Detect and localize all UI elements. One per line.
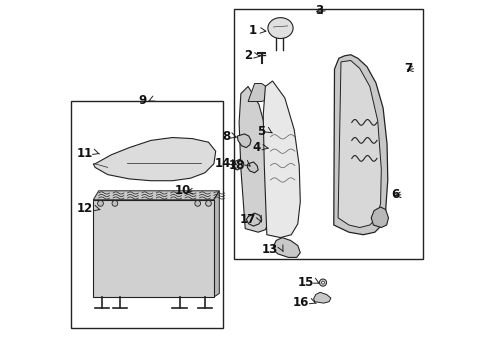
- Text: 17: 17: [239, 213, 256, 226]
- Text: 10: 10: [174, 184, 190, 197]
- Bar: [71, 101, 223, 328]
- Bar: [233, 9, 422, 259]
- Text: 5: 5: [257, 125, 265, 138]
- Text: 1: 1: [248, 24, 257, 37]
- Polygon shape: [313, 292, 330, 303]
- Polygon shape: [273, 238, 300, 257]
- Text: 11: 11: [76, 147, 92, 159]
- Polygon shape: [93, 191, 219, 200]
- Text: 6: 6: [390, 188, 399, 201]
- Polygon shape: [93, 138, 215, 181]
- Polygon shape: [247, 84, 270, 102]
- Circle shape: [194, 201, 200, 206]
- Text: 9: 9: [138, 94, 146, 107]
- Polygon shape: [337, 60, 381, 228]
- Circle shape: [321, 281, 324, 284]
- Polygon shape: [213, 191, 219, 297]
- Polygon shape: [231, 159, 244, 170]
- Text: 14: 14: [214, 157, 230, 170]
- Text: 4: 4: [252, 141, 260, 154]
- Polygon shape: [237, 134, 250, 148]
- Circle shape: [98, 201, 103, 206]
- Polygon shape: [263, 81, 300, 238]
- Polygon shape: [247, 162, 258, 173]
- Ellipse shape: [267, 18, 292, 39]
- Text: 18: 18: [228, 159, 244, 172]
- Polygon shape: [370, 207, 387, 228]
- Text: 8: 8: [222, 130, 230, 143]
- Text: 16: 16: [292, 296, 309, 309]
- Polygon shape: [333, 55, 387, 235]
- Bar: [93, 200, 213, 297]
- Polygon shape: [239, 86, 271, 232]
- Text: 7: 7: [403, 62, 411, 75]
- Text: 13: 13: [261, 243, 277, 256]
- Text: 12: 12: [76, 202, 92, 215]
- Text: 3: 3: [315, 4, 323, 17]
- Circle shape: [319, 279, 326, 286]
- Circle shape: [205, 201, 211, 206]
- Polygon shape: [246, 213, 261, 226]
- Text: 15: 15: [297, 276, 313, 289]
- Circle shape: [112, 201, 118, 206]
- Text: 2: 2: [244, 49, 252, 62]
